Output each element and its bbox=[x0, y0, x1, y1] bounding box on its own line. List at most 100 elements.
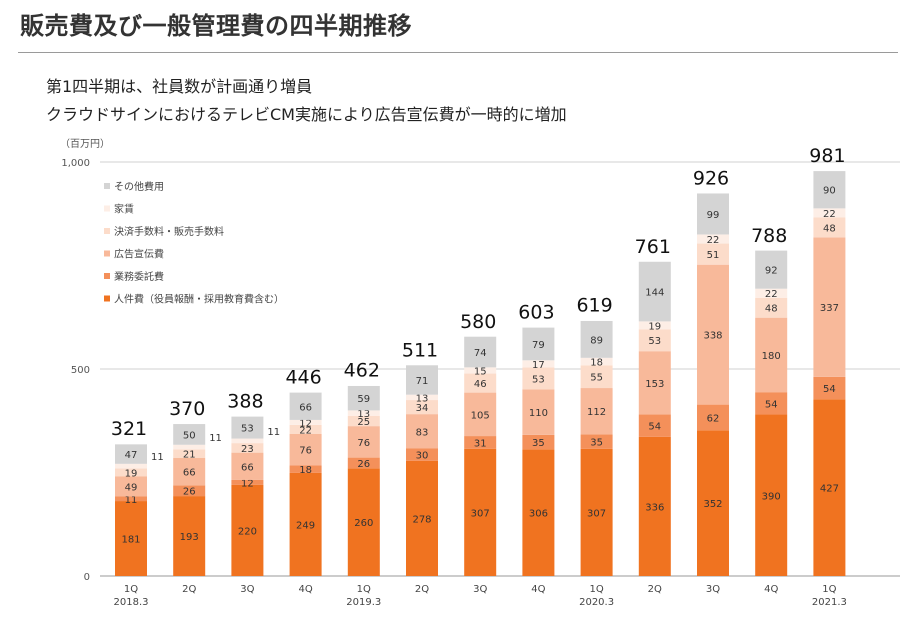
y-tick-label: 1,000 bbox=[61, 158, 90, 169]
legend-swatch bbox=[104, 228, 110, 234]
legend-swatch bbox=[104, 295, 110, 302]
bar-segment bbox=[289, 392, 322, 420]
bar-segment bbox=[638, 436, 671, 576]
bar-segment bbox=[638, 261, 671, 322]
bar-segment bbox=[289, 424, 322, 434]
bar-segment bbox=[813, 171, 846, 209]
data-label: 15 bbox=[474, 366, 487, 377]
data-label: 62 bbox=[707, 413, 720, 424]
bar-segment bbox=[755, 288, 788, 298]
data-label: 23 bbox=[241, 444, 254, 455]
data-label: 260 bbox=[354, 518, 373, 529]
total-label: 761 bbox=[635, 236, 671, 258]
bar-segment bbox=[813, 399, 846, 576]
data-label: 48 bbox=[823, 223, 836, 234]
bar-segment bbox=[347, 426, 380, 458]
data-label: 22 bbox=[823, 209, 836, 220]
data-label: 12 bbox=[299, 418, 312, 429]
data-label: 71 bbox=[416, 376, 429, 387]
data-label: 30 bbox=[416, 451, 429, 462]
total-label: 321 bbox=[111, 418, 147, 440]
bar-segment bbox=[697, 264, 729, 405]
bar-segment bbox=[697, 193, 729, 235]
total-label: 580 bbox=[460, 311, 496, 333]
bar-segment bbox=[638, 351, 671, 415]
data-label: 17 bbox=[532, 360, 545, 371]
bar-segment bbox=[522, 449, 555, 576]
data-label: 76 bbox=[299, 446, 312, 457]
total-label: 603 bbox=[518, 301, 554, 323]
data-label: 53 bbox=[648, 336, 661, 347]
data-label: 26 bbox=[183, 487, 196, 498]
bar-segment bbox=[638, 321, 671, 330]
data-label: 220 bbox=[238, 526, 257, 537]
data-label: 31 bbox=[474, 438, 487, 449]
bar-segment bbox=[173, 496, 206, 576]
bar-segment bbox=[231, 452, 264, 480]
bar-segment bbox=[231, 416, 264, 439]
bar-segment bbox=[406, 365, 438, 395]
bar-segment bbox=[289, 433, 322, 466]
data-label: 13 bbox=[357, 409, 370, 420]
data-label: 22 bbox=[765, 289, 778, 300]
legend-label: その他費用 bbox=[114, 180, 164, 193]
data-label: 46 bbox=[474, 379, 487, 390]
total-label: 446 bbox=[285, 366, 321, 388]
bar-segment bbox=[231, 484, 264, 576]
bar-segment bbox=[755, 392, 788, 415]
data-label: 49 bbox=[125, 482, 138, 493]
data-label: 66 bbox=[183, 468, 196, 479]
data-label: 76 bbox=[357, 438, 370, 449]
data-label: 53 bbox=[241, 424, 254, 435]
data-label: 144 bbox=[645, 288, 664, 299]
data-label: 18 bbox=[590, 358, 603, 369]
bar-segment bbox=[347, 457, 380, 469]
bar-segment bbox=[115, 496, 147, 502]
bar-segment bbox=[173, 485, 206, 497]
bar-segment bbox=[697, 430, 729, 576]
data-label: 427 bbox=[820, 484, 839, 495]
bar-segment bbox=[580, 434, 613, 449]
data-label: 193 bbox=[180, 532, 199, 543]
bar-segment bbox=[638, 329, 671, 352]
bar-segment bbox=[755, 317, 788, 393]
legend-swatch bbox=[104, 250, 110, 257]
data-label: 352 bbox=[703, 499, 722, 510]
x-tick-label: 3Q bbox=[240, 584, 254, 595]
data-label: 92 bbox=[765, 266, 778, 277]
data-label: 19 bbox=[125, 468, 138, 479]
data-label: 153 bbox=[645, 379, 664, 390]
data-label: 47 bbox=[125, 450, 138, 461]
data-label: 278 bbox=[412, 514, 431, 525]
bar-segment bbox=[173, 444, 206, 450]
data-label: 48 bbox=[765, 304, 778, 315]
data-label: 21 bbox=[183, 450, 196, 461]
data-label: 11 bbox=[151, 452, 164, 463]
total-label: 511 bbox=[402, 339, 438, 361]
bar-segment bbox=[697, 243, 729, 265]
bar-segment bbox=[813, 237, 846, 377]
x-year-label: 2020.3 bbox=[579, 597, 614, 608]
x-tick-label: 1Q bbox=[589, 584, 603, 595]
data-label: 11 bbox=[125, 495, 138, 506]
total-label: 788 bbox=[751, 225, 787, 247]
bar-segment bbox=[231, 438, 264, 444]
bar-segment bbox=[755, 250, 788, 289]
data-label: 66 bbox=[241, 462, 254, 473]
bar-segment bbox=[580, 448, 613, 576]
x-tick-label: 3Q bbox=[473, 584, 487, 595]
x-tick-label: 4Q bbox=[298, 584, 312, 595]
bar-segment bbox=[406, 460, 438, 576]
bar-segment bbox=[464, 336, 497, 368]
data-label: 12 bbox=[241, 478, 254, 489]
data-label: 35 bbox=[532, 438, 545, 449]
title-divider bbox=[18, 52, 898, 53]
x-tick-label: 2Q bbox=[648, 584, 662, 595]
data-label: 180 bbox=[762, 351, 781, 362]
data-label: 79 bbox=[532, 340, 545, 351]
bar-segment bbox=[580, 388, 613, 435]
bar-segment bbox=[638, 414, 671, 437]
data-label: 54 bbox=[823, 384, 836, 395]
bar-segment bbox=[580, 365, 613, 389]
y-tick-label: 500 bbox=[71, 365, 90, 376]
